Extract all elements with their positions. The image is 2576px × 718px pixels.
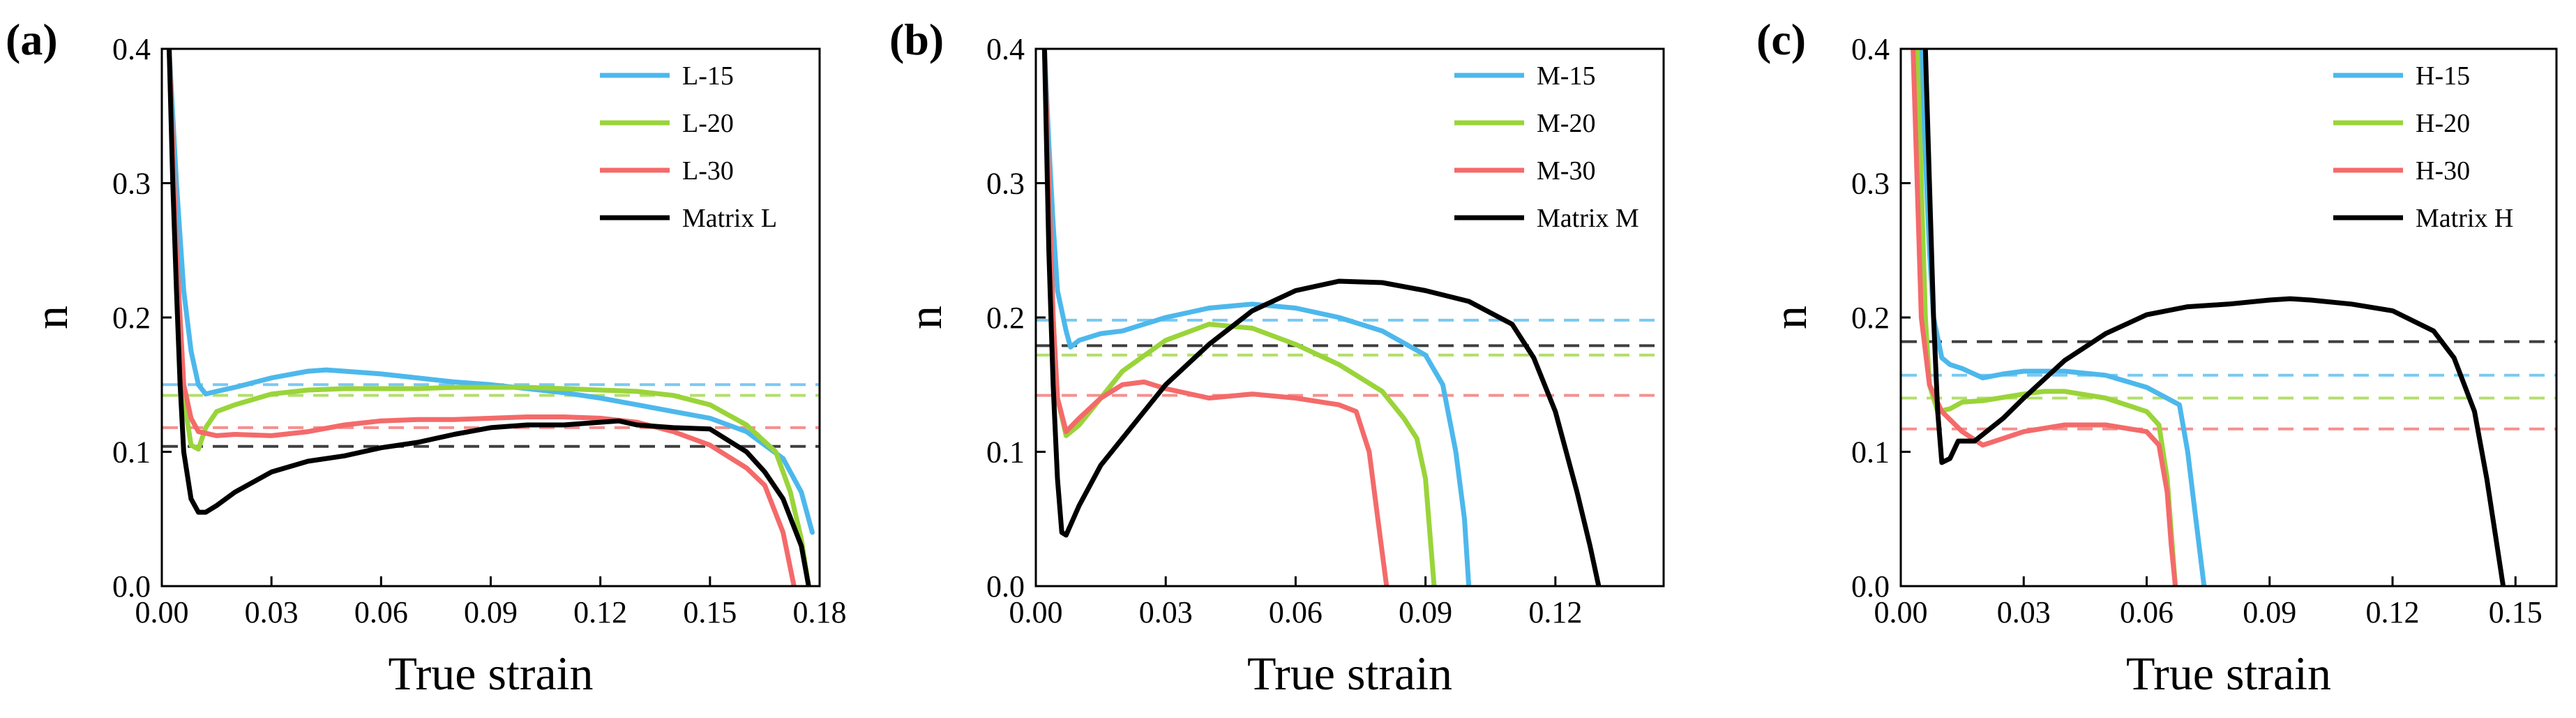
x-tick-label: 0.06 — [354, 595, 408, 629]
legend-label: M-15 — [1537, 61, 1595, 91]
y-tick-label: 0.2 — [986, 301, 1025, 335]
series-line-l-20 — [167, 49, 811, 586]
y-tick-label: 0.1 — [986, 435, 1025, 470]
y-tick-label: 0.3 — [112, 167, 151, 201]
legend-label: Matrix M — [1537, 204, 1639, 233]
series-line-m-15 — [1041, 49, 1472, 586]
x-tick-label: 0.06 — [2120, 595, 2174, 629]
x-axis-label: True strain — [1247, 647, 1452, 700]
legend-label: H-15 — [2416, 61, 2470, 91]
series-line-l-30 — [167, 49, 797, 586]
x-tick-label: 0.09 — [2243, 595, 2296, 629]
series-lines — [167, 49, 815, 586]
x-tick-label: 0.12 — [573, 595, 627, 629]
y-tick-label: 0.4 — [986, 32, 1025, 66]
legend-label: L-15 — [682, 61, 734, 91]
series-line-matrix-m — [1041, 49, 1602, 586]
series-lines — [1041, 49, 1602, 586]
x-tick-label: 0.12 — [2366, 595, 2420, 629]
y-tick-label: 0.2 — [112, 301, 151, 335]
y-tick-label: 0.1 — [1851, 435, 1890, 470]
chart-panel-2: 0.00 0.03 0.06 0.09 0.12 0.0 0.1 0.2 0.3 0.4 True … — [889, 15, 1665, 700]
series-line-matrix-h — [1922, 49, 2506, 586]
legend-label: Matrix L — [682, 204, 777, 233]
x-tick-label: 0.03 — [1139, 595, 1193, 629]
y-tick-label: 0.4 — [112, 32, 151, 66]
legend-label: M-20 — [1537, 109, 1595, 138]
legend-label: H-30 — [2416, 156, 2470, 186]
y-tick-label: 0.3 — [1851, 167, 1890, 201]
x-tick-label: 0.03 — [1997, 595, 2051, 629]
legend-label: H-20 — [2416, 109, 2470, 138]
y-tick-label: 0.4 — [1851, 32, 1890, 66]
series-line-h-30 — [1911, 49, 2178, 586]
y-axis-label: n — [24, 306, 77, 329]
y-tick-label: 0.0 — [986, 569, 1025, 604]
x-tick-label: 0.09 — [464, 595, 518, 629]
x-tick-label: 0.18 — [793, 595, 847, 629]
x-tick-label: 0.00 — [135, 595, 189, 629]
series-line-l-15 — [167, 49, 815, 535]
x-axis-label: True strain — [388, 647, 593, 700]
x-tick-label: 0.06 — [1269, 595, 1323, 629]
panel-label: (b) — [889, 15, 944, 64]
chart-panel-1: 0.00 0.03 0.06 0.09 0.12 0.15 0.18 0.0 0.1 0.2 0.3… — [6, 15, 847, 700]
series-line-matrix-l — [167, 49, 811, 586]
legend-label: L-20 — [682, 109, 734, 138]
x-axis-label: True strain — [2126, 647, 2331, 700]
y-axis-label: n — [1763, 306, 1816, 329]
y-tick-label: 0.3 — [986, 167, 1025, 201]
legend-label: Matrix H — [2416, 204, 2513, 233]
x-tick-label: 0.00 — [1009, 595, 1063, 629]
x-tick-label: 0.03 — [245, 595, 299, 629]
y-tick-label: 0.0 — [1851, 569, 1890, 604]
x-tick-label: 0.09 — [1399, 595, 1452, 629]
panel-label: (c) — [1756, 15, 1806, 64]
x-tick-label: 0.12 — [1528, 595, 1582, 629]
series-line-m-30 — [1041, 49, 1389, 586]
y-tick-label: 0.2 — [1851, 301, 1890, 335]
legend-label: L-30 — [682, 156, 734, 186]
x-tick-label: 0.15 — [2489, 595, 2543, 629]
series-line-h-15 — [1918, 49, 2207, 586]
y-tick-label: 0.1 — [112, 435, 151, 470]
legend-label: M-30 — [1537, 156, 1595, 186]
y-axis-label: n — [898, 306, 951, 329]
y-tick-label: 0.0 — [112, 569, 151, 604]
x-tick-label: 0.15 — [683, 595, 737, 629]
chart-panel-3: 0.00 0.03 0.06 0.09 0.12 0.15 0.0 0.1 0.2 0.3 0.4 T… — [1756, 15, 2558, 700]
x-tick-label: 0.00 — [1874, 595, 1928, 629]
panel-label: (a) — [6, 15, 58, 64]
series-lines — [1911, 49, 2506, 586]
